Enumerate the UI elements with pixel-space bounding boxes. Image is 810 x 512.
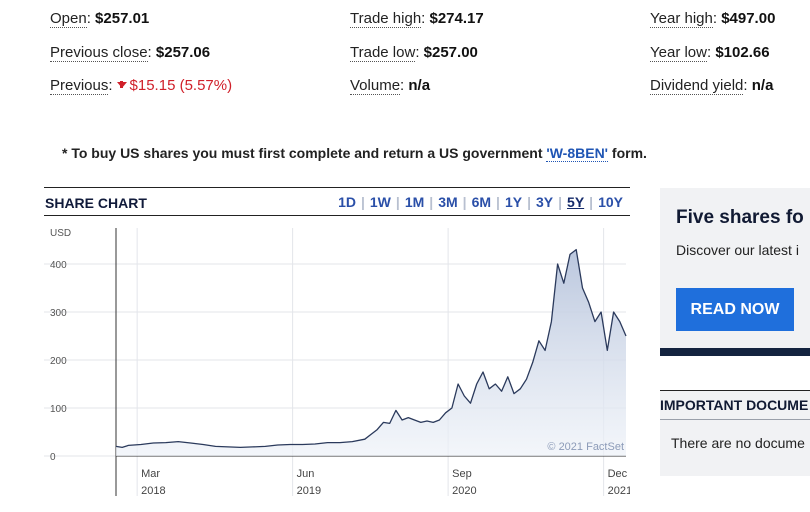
- range-separator: |: [558, 194, 563, 210]
- range-separator: |: [527, 194, 531, 210]
- x-tick-month: Sep: [452, 468, 472, 480]
- x-tick-year: 2019: [297, 485, 321, 497]
- stat-value-trade-high: $274.17: [429, 10, 484, 27]
- stat-year-low: Year low: $102.66: [650, 44, 770, 62]
- share-chart-header: SHARE CHART 1D | 1W | 1M | 3M | 6M | 1Y | 3Y | 5Y | 10Y: [44, 187, 630, 216]
- range-separator: |: [589, 194, 594, 210]
- stat-value-previous: $15.15 (5.57%): [129, 77, 233, 94]
- read-now-button[interactable]: READ NOW: [676, 288, 794, 331]
- range-separator: |: [360, 194, 365, 210]
- stat-label-dividend-yield[interactable]: Dividend yield: [650, 77, 744, 95]
- range-separator: |: [429, 194, 434, 210]
- important-documents-heading: IMPORTANT DOCUME: [660, 397, 809, 413]
- stat-volume: Volume: n/a: [350, 77, 431, 95]
- stat-trade-low: Trade low: $257.00: [350, 44, 478, 62]
- y-tick-label: 400: [50, 260, 67, 271]
- important-documents-panel: IMPORTANT DOCUME There are no docume: [660, 390, 810, 476]
- price-area: [116, 249, 626, 456]
- range-tab-5y[interactable]: 5Y: [567, 194, 585, 210]
- x-tick-year: 2020: [452, 485, 476, 497]
- x-tick-year: 2021: [608, 485, 630, 497]
- y-tick-label: 100: [50, 404, 67, 415]
- stat-open: Open: $257.01: [50, 10, 150, 28]
- stat-label-year-low[interactable]: Year low: [650, 44, 707, 62]
- x-tick-year: 2018: [141, 485, 165, 497]
- stat-trade-high: Trade high: $274.17: [350, 10, 484, 28]
- y-tick-label: 0: [50, 452, 56, 463]
- no-documents-text: There are no docume: [671, 435, 805, 451]
- stat-label-previous[interactable]: Previous: [50, 77, 109, 95]
- range-selector: 1D | 1W | 1M | 3M | 6M | 1Y | 3Y | 5Y | 10Y: [333, 194, 628, 210]
- stat-value-volume: n/a: [408, 77, 431, 94]
- range-separator: |: [395, 194, 400, 210]
- y-tick-label: 300: [50, 308, 67, 319]
- stat-value-year-high: $497.00: [721, 10, 776, 27]
- stat-value-previous-close: $257.06: [155, 44, 211, 61]
- notice-text: * To buy US shares you must first comple…: [62, 145, 547, 161]
- range-separator: |: [496, 194, 500, 210]
- stat-dividend-yield: Dividend yield: n/a: [650, 77, 774, 95]
- stat-label-trade-high[interactable]: Trade high: [350, 10, 422, 28]
- stat-previous-close: Previous close: $257.06: [50, 44, 211, 62]
- range-tab-1y[interactable]: 1Y: [504, 194, 523, 210]
- share-price-chart[interactable]: 0 100 200 300 400 USD Mar 2018 Jun 2019 Sep 2020 Dec…: [44, 216, 630, 499]
- range-tab-3m[interactable]: 3M: [438, 194, 458, 210]
- stat-label-trade-low[interactable]: Trade low: [350, 44, 416, 62]
- range-tab-10y[interactable]: 10Y: [598, 194, 623, 210]
- stat-label-previous-close[interactable]: Previous close: [50, 44, 148, 62]
- share-chart-title: SHARE CHART: [45, 195, 147, 211]
- x-tick-month: Jun: [297, 468, 315, 480]
- range-tab-1m[interactable]: 1M: [404, 194, 425, 210]
- range-tab-3y[interactable]: 3Y: [535, 194, 554, 210]
- stat-value-trade-low: $257.00: [423, 44, 478, 61]
- factset-credit: © 2021 FactSet: [547, 441, 624, 453]
- share-chart-panel: SHARE CHART 1D | 1W | 1M | 3M | 6M | 1Y | 3Y | 5Y | 10Y …: [44, 187, 630, 499]
- arrow-down-icon: [116, 81, 127, 89]
- stat-label-year-high[interactable]: Year high: [650, 10, 713, 28]
- stat-value-dividend-yield: n/a: [751, 77, 774, 94]
- notice-text-end: form.: [608, 145, 647, 161]
- y-axis-label: USD: [50, 228, 71, 239]
- x-tick-month: Dec: [608, 468, 628, 480]
- stat-previous: Previous: $15.15 (5.57%): [50, 77, 233, 95]
- range-tab-1w[interactable]: 1W: [369, 194, 391, 210]
- x-tick-month: Mar: [141, 468, 160, 480]
- stat-label-open[interactable]: Open: [50, 10, 87, 28]
- promo-card: Five shares fo Discover our latest i REA…: [660, 188, 810, 356]
- price-line: [115, 248, 627, 449]
- divider: [660, 419, 810, 420]
- promo-text: Discover our latest i: [676, 242, 799, 258]
- range-tab-1d[interactable]: 1D: [338, 194, 356, 210]
- stat-year-high: Year high: $497.00: [650, 10, 776, 28]
- w8ben-link[interactable]: 'W-8BEN': [546, 145, 609, 162]
- stat-label-volume[interactable]: Volume: [350, 77, 401, 95]
- promo-title[interactable]: Five shares fo: [676, 207, 804, 228]
- y-tick-label: 200: [50, 356, 67, 367]
- range-tab-6m[interactable]: 6M: [471, 194, 492, 210]
- stat-value-open: $257.01: [95, 10, 150, 27]
- us-shares-notice: * To buy US shares you must first comple…: [62, 145, 647, 162]
- range-separator: |: [462, 194, 467, 210]
- stat-value-year-low: $102.66: [715, 44, 770, 61]
